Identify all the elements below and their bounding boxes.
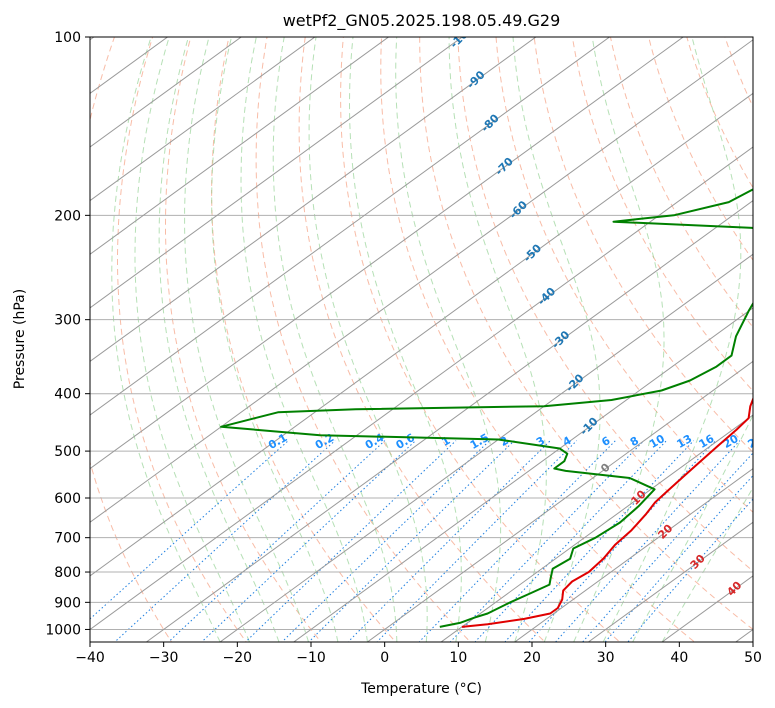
y-tick-label: 800 <box>54 565 81 581</box>
moist-adiabat <box>211 37 339 642</box>
y-tick-label: 700 <box>54 531 81 547</box>
dry-adiabat <box>165 37 322 642</box>
moist-adiabat <box>573 37 665 642</box>
y-tick-label: 1000 <box>45 622 81 638</box>
isotherm-line <box>90 37 390 255</box>
x-axis: −40 −30 −20 −10 0 10 20 30 40 50 <box>75 642 762 666</box>
isotherm-line <box>90 37 316 202</box>
x-tick-label: 0 <box>380 650 389 666</box>
dry-adiabat <box>340 37 621 642</box>
isotherm-line <box>292 307 753 642</box>
y-tick-label: 300 <box>54 313 81 329</box>
dry-adiabat <box>495 37 753 513</box>
dewpoint-line <box>220 188 753 628</box>
dry-adiabat <box>419 37 753 631</box>
x-tick-label: 40 <box>670 650 688 666</box>
isotherm-line <box>366 360 753 642</box>
dry-adiabat <box>533 37 753 454</box>
mixing-ratio-line <box>114 440 336 642</box>
isotherm-line <box>90 39 753 523</box>
x-tick-label: −20 <box>223 650 253 666</box>
dry-adiabat <box>648 37 753 261</box>
dry-adiabat <box>457 37 753 572</box>
plot-frame <box>89 36 754 643</box>
moist-adiabat <box>158 37 280 642</box>
moist-adiabat <box>512 37 601 642</box>
chart-title: wetPf2_GN05.2025.198.05.49.G29 <box>283 11 561 31</box>
sounding-series <box>220 188 753 628</box>
mixing-ratio-line <box>474 440 667 642</box>
mixing-ratio-line <box>167 440 386 642</box>
isotherm-grid <box>90 37 753 642</box>
dry-adiabat <box>117 37 247 642</box>
moist-adiabat <box>602 37 742 642</box>
dry-adiabat <box>571 37 753 392</box>
x-tick-label: 10 <box>449 650 467 666</box>
adiabat-lines <box>90 37 753 642</box>
moist-adiabat <box>240 37 368 642</box>
y-tick-label: 100 <box>54 30 81 46</box>
isotherm-line <box>90 37 611 416</box>
x-axis-label: Temperature (°C) <box>360 681 482 697</box>
dry-adiabat <box>90 37 173 642</box>
isotherm-line <box>90 37 464 309</box>
mixing-ratio-line <box>627 498 753 642</box>
moist-adiabat <box>111 37 221 642</box>
isobar-grid <box>90 37 753 630</box>
mixing-ratio-line <box>90 440 289 620</box>
isotherm-line <box>587 521 753 642</box>
isotherm-line <box>90 37 243 148</box>
isotherm-line <box>513 468 753 642</box>
y-tick-label: 600 <box>54 491 81 507</box>
moist-adiabat <box>134 37 250 642</box>
x-tick-label: −30 <box>149 650 179 666</box>
moist-adiabat <box>308 37 428 642</box>
mixing-ratio-label: 25 <box>745 432 765 451</box>
moist-adiabat <box>395 37 502 642</box>
isotherm-line <box>90 37 537 363</box>
y-tick-label: 500 <box>54 444 81 460</box>
y-tick-label: 200 <box>54 208 81 224</box>
dry-adiabat <box>211 37 397 642</box>
y-axis-label: Pressure (hPa) <box>12 289 28 389</box>
isotherm-line <box>440 414 753 642</box>
mixing-ratio-line <box>554 440 741 642</box>
mixing-ratio-line <box>281 440 490 642</box>
mixing-ratio-line <box>244 440 457 642</box>
y-axis: 100 200 300 400 500 600 700 800 900 1000 <box>45 30 90 638</box>
isotherm-line <box>145 200 753 642</box>
isotherm-line <box>90 37 685 470</box>
x-tick-label: −10 <box>296 650 326 666</box>
moist-adiabat <box>184 37 309 642</box>
moist-adiabat <box>348 37 462 642</box>
mixing-ratio-line <box>528 440 717 642</box>
moist-adiabat <box>448 37 547 642</box>
y-tick-label: 900 <box>54 595 81 611</box>
dry-adiabat <box>380 37 696 642</box>
temperature-line <box>461 396 753 628</box>
y-tick-label: 400 <box>54 387 81 403</box>
x-tick-label: 20 <box>523 650 541 666</box>
isotherm-line <box>219 253 753 642</box>
x-tick-label: 30 <box>597 650 615 666</box>
dry-adiabat <box>298 37 546 642</box>
x-tick-label: 50 <box>744 650 762 666</box>
x-tick-label: −40 <box>75 650 105 666</box>
mixing-ratio-line <box>418 440 616 642</box>
isotherm-line <box>90 146 753 631</box>
isotherm-line <box>90 92 753 577</box>
